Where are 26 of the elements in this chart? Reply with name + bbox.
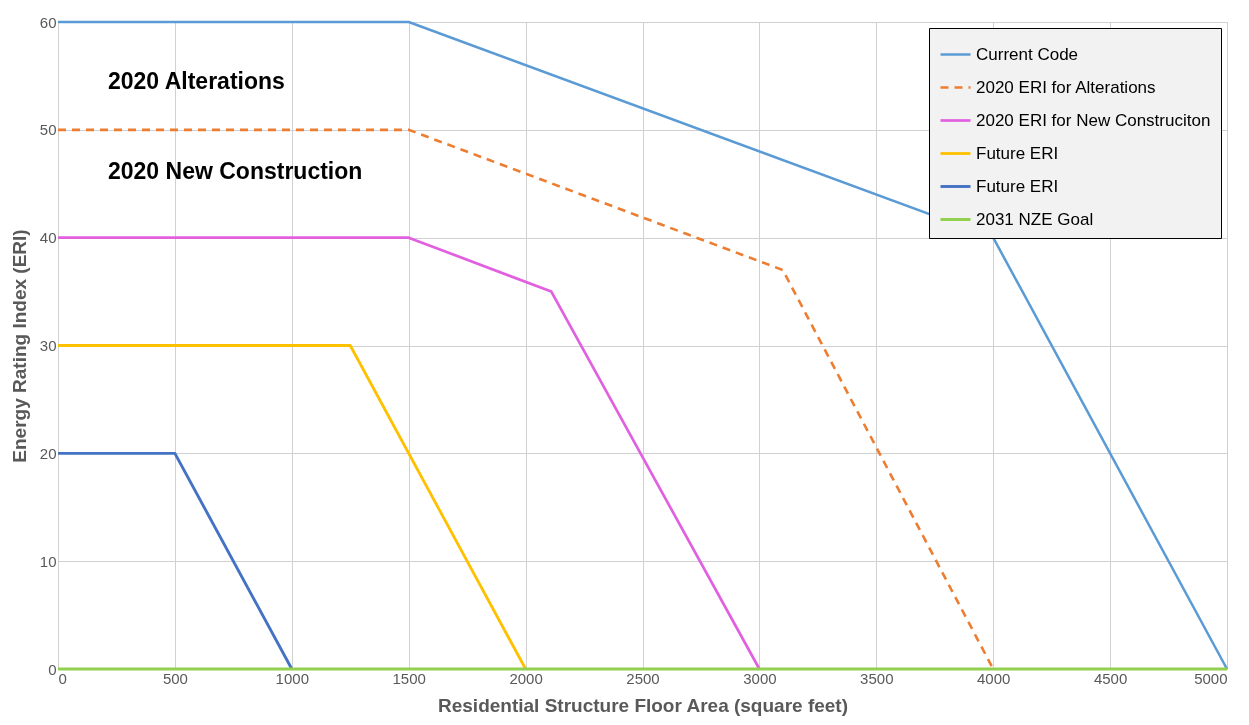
x-tick-label: 3500 xyxy=(860,669,894,687)
x-tick-label: 5000 xyxy=(1194,669,1228,687)
y-tick-label: 40 xyxy=(39,229,57,247)
annotation: 2020 New Construction xyxy=(108,158,363,184)
y-tick-label: 20 xyxy=(39,444,57,462)
legend-label: Future ERI xyxy=(976,176,1059,196)
y-tick-label: 30 xyxy=(39,337,57,354)
x-tick-label: 500 xyxy=(162,669,188,687)
x-axis-title: Residential Structure Floor Area (square feet) xyxy=(437,694,849,716)
x-tick-label: 4000 xyxy=(977,669,1011,687)
y-tick-label: 50 xyxy=(39,121,57,139)
legend-label: 2031 NZE Goal xyxy=(976,209,1094,229)
y-axis-title: Energy Rating Index (ERI) xyxy=(8,229,30,463)
legend-label: Future ERI xyxy=(976,143,1059,163)
x-tick-label: 3000 xyxy=(743,669,777,687)
x-tick-label: 2500 xyxy=(626,669,660,687)
legend-label: Current Code xyxy=(976,44,1079,64)
x-tick-label: 2000 xyxy=(509,669,543,687)
y-tick-label: 10 xyxy=(39,552,57,570)
y-tick-label: 60 xyxy=(39,13,57,31)
annotation: 2020 Alterations xyxy=(108,68,285,94)
x-tick-label: 1000 xyxy=(275,669,309,687)
legend-label: 2020 ERI for New Construciton xyxy=(976,110,1211,130)
x-tick-label: 1500 xyxy=(392,669,426,687)
x-tick-label: 4500 xyxy=(1093,669,1128,687)
legend-label: 2020 ERI for Alterations xyxy=(976,77,1156,97)
